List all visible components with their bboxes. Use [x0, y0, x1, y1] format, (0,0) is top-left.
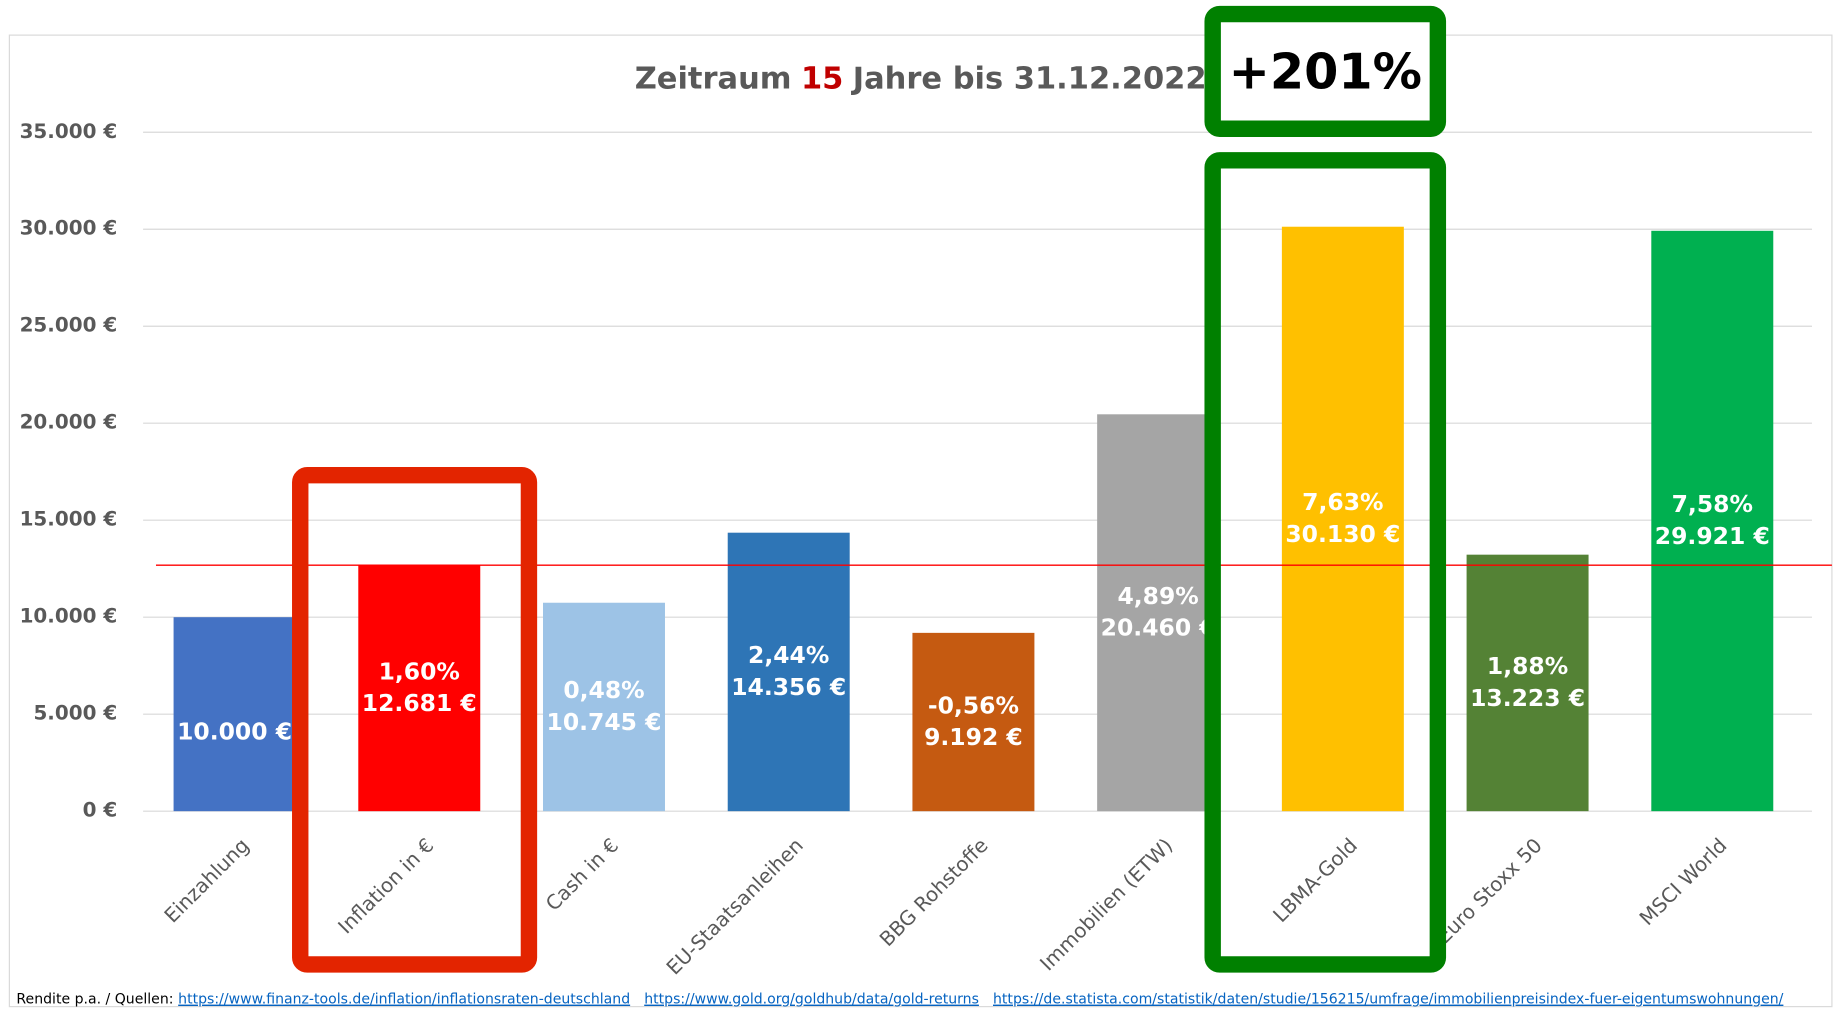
rate-label: 7,63% [1302, 488, 1383, 516]
y-tick-label: 20.000 € [20, 411, 118, 434]
bar [1281, 226, 1404, 812]
chart-title: Zeitraum 15 Jahre bis 31.12.2022 [635, 61, 1207, 96]
value-label: 12.681 € [362, 689, 477, 717]
value-label: 14.356 € [731, 673, 846, 701]
y-tick-label: 30.000 € [20, 217, 118, 240]
chart-border [8, 34, 1833, 1008]
footer-label: Rendite p.a. / Quellen: [16, 992, 173, 1008]
y-tick-label: 0 € [83, 799, 118, 822]
footer: Rendite p.a. / Quellen: https://www.finan… [16, 992, 1783, 1008]
value-label: 9.192 € [924, 723, 1023, 751]
title-part: Zeitraum [635, 61, 792, 96]
chart-area: 0 € 5.000 € 10.000 € 15.000 € 20.000 € 25.000… [8, 5, 1833, 1008]
bar [543, 602, 665, 812]
bar [1651, 230, 1774, 812]
bar [1097, 414, 1220, 812]
rate-label: 2,44% [748, 641, 829, 669]
value-label: 29.921 € [1655, 522, 1770, 550]
bar [173, 617, 296, 812]
y-tick-label: 5.000 € [33, 702, 117, 725]
title-part: 15 [801, 61, 843, 96]
value-label: 10.745 € [547, 708, 662, 736]
y-tick-label: 15.000 € [20, 508, 118, 531]
title-part: Jahre bis 31.12.2022 [851, 61, 1207, 96]
value-label: 20.460 € [1101, 614, 1216, 642]
bar [1466, 554, 1589, 812]
y-tick-label: 25.000 € [20, 314, 118, 337]
value-label: 10.000 € [177, 717, 292, 745]
rate-label: 0,48% [563, 676, 644, 704]
footer-link[interactable]: https://de.statista.com/statistik/daten/… [993, 992, 1784, 1008]
rate-label: 7,58% [1672, 490, 1753, 518]
annotation: +201% [1229, 42, 1422, 100]
value-label: 30.130 € [1285, 520, 1400, 548]
bar [358, 565, 481, 812]
bar [727, 532, 850, 812]
footer-link[interactable]: https://www.finanz-tools.de/inflation/in… [178, 992, 630, 1008]
highlight-box [1204, 5, 1447, 137]
value-label: 13.223 € [1470, 684, 1585, 712]
y-tick-label: 10.000 € [20, 605, 118, 628]
rate-label: 4,89% [1117, 582, 1198, 610]
rate-label: 1,88% [1487, 652, 1568, 680]
rate-label: 1,60% [379, 657, 460, 685]
footer-link[interactable]: https://www.gold.org/goldhub/data/gold-r… [644, 992, 979, 1008]
highlight-box [1204, 152, 1447, 973]
highlight-box [292, 467, 538, 973]
rate-label: -0,56% [928, 691, 1019, 719]
y-tick-label: 35.000 € [20, 120, 118, 143]
bar [912, 632, 1035, 812]
